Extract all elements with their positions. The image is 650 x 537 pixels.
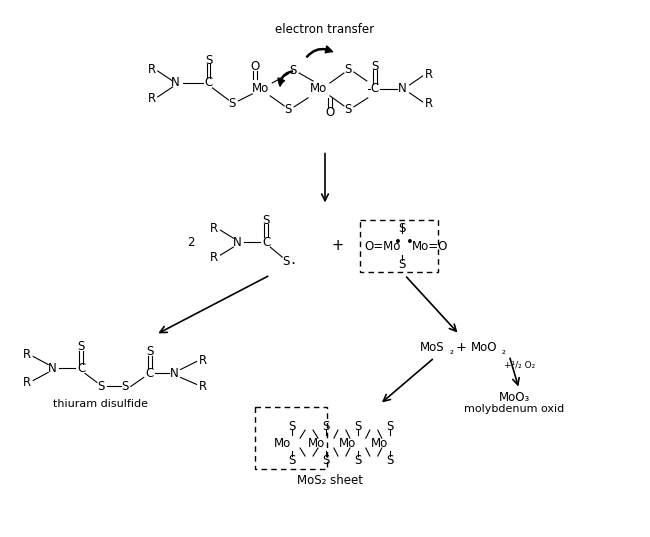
- Text: R: R: [23, 376, 31, 389]
- Text: S: S: [263, 214, 270, 227]
- Text: R: R: [211, 222, 218, 235]
- Text: C: C: [77, 362, 85, 375]
- Text: Mo=O: Mo=O: [411, 240, 448, 252]
- Text: S: S: [386, 420, 393, 433]
- Text: S: S: [398, 222, 406, 235]
- Text: S: S: [121, 380, 129, 393]
- Text: thiuram disulfide: thiuram disulfide: [53, 400, 148, 409]
- Text: C: C: [370, 83, 379, 96]
- Text: •: •: [394, 236, 402, 249]
- Text: Mo: Mo: [339, 437, 357, 449]
- Text: N: N: [171, 76, 180, 90]
- Text: S: S: [386, 454, 393, 467]
- Text: MoO: MoO: [471, 341, 498, 354]
- Text: +¹/₂ O₂: +¹/₂ O₂: [504, 360, 536, 369]
- Text: S: S: [344, 103, 352, 117]
- Text: C: C: [146, 367, 154, 380]
- Text: O: O: [326, 106, 335, 119]
- Text: R: R: [424, 97, 433, 111]
- Text: R: R: [198, 354, 207, 367]
- Text: S: S: [344, 62, 352, 76]
- FancyArrowPatch shape: [306, 46, 333, 57]
- Text: S: S: [289, 420, 296, 433]
- Text: R: R: [148, 92, 156, 105]
- Text: electron transfer: electron transfer: [276, 23, 374, 36]
- Text: N: N: [170, 367, 179, 380]
- Text: C: C: [204, 76, 213, 90]
- Text: N: N: [398, 83, 407, 96]
- Text: S: S: [285, 103, 292, 117]
- Text: S: S: [354, 420, 361, 433]
- Text: S: S: [289, 63, 297, 77]
- Text: S: S: [354, 454, 361, 467]
- Text: MoS₂ sheet: MoS₂ sheet: [297, 474, 363, 488]
- Text: S: S: [322, 454, 330, 467]
- Bar: [255, 407, 327, 469]
- Text: molybdenum oxid: molybdenum oxid: [464, 404, 564, 414]
- Text: S: S: [77, 340, 84, 353]
- Text: S: S: [146, 345, 153, 358]
- Text: MoO₃: MoO₃: [499, 391, 530, 404]
- Text: C: C: [262, 236, 270, 249]
- Text: Mo: Mo: [309, 83, 327, 96]
- Text: S: S: [371, 60, 378, 72]
- Text: Mo: Mo: [274, 437, 291, 449]
- Text: N: N: [233, 236, 242, 249]
- Text: +: +: [456, 341, 467, 354]
- Text: R: R: [198, 380, 207, 393]
- Text: S: S: [205, 54, 212, 67]
- Text: Mo: Mo: [307, 437, 324, 449]
- Text: S: S: [229, 97, 236, 111]
- Text: R: R: [148, 62, 156, 76]
- Text: S: S: [322, 420, 330, 433]
- Text: •: •: [406, 236, 413, 249]
- Text: .: .: [291, 251, 296, 266]
- Text: MoS: MoS: [420, 341, 444, 354]
- Text: S: S: [398, 258, 406, 271]
- Text: +: +: [332, 237, 344, 252]
- Bar: [360, 220, 437, 272]
- Text: ₂: ₂: [449, 346, 453, 355]
- Text: O=Mo: O=Mo: [365, 240, 401, 252]
- Text: O: O: [251, 60, 260, 72]
- Text: Mo: Mo: [252, 83, 269, 96]
- Text: 2: 2: [187, 236, 194, 249]
- Text: S: S: [283, 255, 290, 267]
- FancyArrowPatch shape: [278, 71, 292, 86]
- Text: Mo: Mo: [371, 437, 389, 449]
- Text: R: R: [424, 68, 433, 81]
- Text: ₂: ₂: [501, 346, 505, 355]
- Text: R: R: [23, 348, 31, 361]
- Text: S: S: [98, 380, 105, 393]
- Text: S: S: [289, 454, 296, 467]
- Text: N: N: [48, 362, 57, 375]
- Text: R: R: [211, 251, 218, 264]
